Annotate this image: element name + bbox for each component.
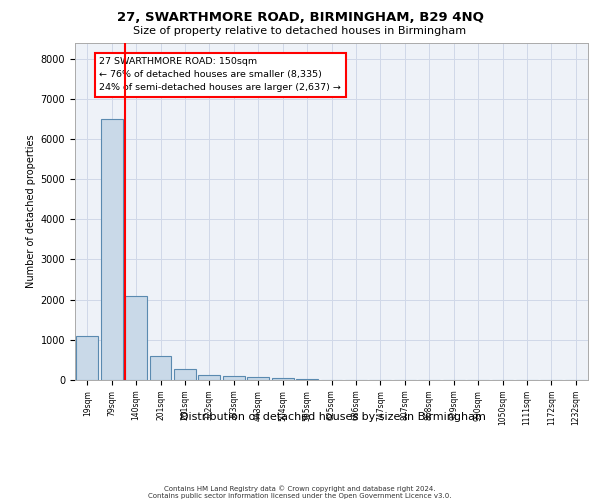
Bar: [174, 369, 196, 380]
Bar: [223, 376, 245, 380]
Text: Distribution of detached houses by size in Birmingham: Distribution of detached houses by size …: [180, 412, 486, 422]
Bar: [199, 375, 220, 380]
Bar: [296, 379, 318, 380]
Text: Contains HM Land Registry data © Crown copyright and database right 2024.
Contai: Contains HM Land Registry data © Crown c…: [148, 486, 452, 499]
Bar: [101, 119, 122, 380]
Bar: [272, 378, 293, 380]
Text: 27 SWARTHMORE ROAD: 150sqm
← 76% of detached houses are smaller (8,335)
24% of s: 27 SWARTHMORE ROAD: 150sqm ← 76% of deta…: [100, 57, 341, 92]
Bar: [149, 356, 172, 380]
Text: 27, SWARTHMORE ROAD, BIRMINGHAM, B29 4NQ: 27, SWARTHMORE ROAD, BIRMINGHAM, B29 4NQ: [116, 11, 484, 24]
Bar: [125, 296, 147, 380]
Bar: [76, 336, 98, 380]
Y-axis label: Number of detached properties: Number of detached properties: [26, 134, 37, 288]
Text: Size of property relative to detached houses in Birmingham: Size of property relative to detached ho…: [133, 26, 467, 36]
Bar: [247, 377, 269, 380]
